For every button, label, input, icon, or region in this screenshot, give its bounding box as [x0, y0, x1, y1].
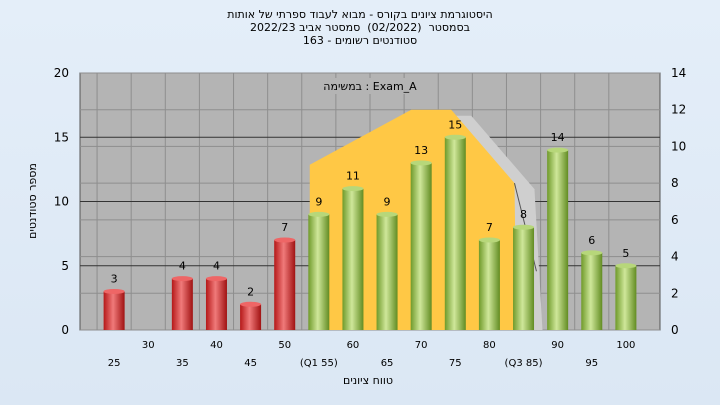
y-tick-left: 15 [54, 130, 69, 144]
x-tick-label: 65 [381, 358, 394, 369]
bar-cap [240, 301, 262, 307]
bar [410, 162, 432, 330]
x-tick-label: 35 [176, 358, 189, 369]
x-tick-label: 70 [415, 340, 428, 351]
bar-cap [615, 263, 637, 269]
bar-value-label: 7 [486, 221, 493, 234]
x-tick-label: 75 [449, 358, 462, 369]
x-tick-label: 40 [210, 340, 223, 351]
bar-cap [308, 211, 330, 217]
bar [478, 240, 500, 330]
bar-cap [103, 288, 125, 294]
bar-cap [205, 276, 227, 282]
y-axis-label: מספר סטודנטים [26, 163, 39, 239]
y-tick-right: 2 [671, 286, 679, 300]
y-tick-left: 10 [54, 195, 69, 209]
y-tick-right: 0 [671, 323, 679, 337]
x-tick-label: 80 [483, 340, 496, 351]
bar-value-label: 4 [179, 260, 186, 273]
bar-cap [444, 134, 466, 140]
y-tick-right: 4 [671, 250, 679, 264]
bar [205, 278, 227, 330]
bar-cap [410, 160, 432, 166]
y-tick-left: 20 [54, 66, 69, 80]
bar [308, 214, 330, 330]
bar [171, 278, 193, 330]
bar-value-label: 13 [414, 144, 428, 157]
bar-cap [581, 250, 603, 256]
bar-value-label: 6 [588, 234, 595, 247]
bar-value-label: 14 [551, 131, 565, 144]
bar-value-label: 2 [247, 285, 254, 298]
y-tick-left: 5 [61, 259, 69, 273]
bar [240, 304, 262, 330]
x-axis-label: טווח ציונים [343, 374, 393, 387]
title-line-2: בסמסטר (02/2022) סמסטר אביב 2022/23 [249, 21, 471, 34]
x-tick-label: 25 [108, 358, 121, 369]
bar [615, 265, 637, 330]
title-line-3: סטודנטים רשומים - 163 [302, 34, 418, 47]
bar-value-label: 5 [622, 247, 629, 260]
y-tick-right: 10 [671, 139, 686, 153]
bar-cap [342, 186, 364, 192]
x-tick-label: 30 [142, 340, 155, 351]
bar [103, 291, 125, 330]
bar-value-label: 15 [448, 118, 462, 131]
y-tick-right: 6 [671, 213, 679, 227]
bar [444, 137, 466, 330]
bar [581, 252, 603, 330]
chart-title: היסטוגרמת ציונים בקורס - מבוא לעבוד ספרת… [0, 8, 720, 47]
bar-cap [547, 147, 569, 153]
bar-value-label: 9 [315, 195, 322, 208]
bar [342, 188, 364, 330]
bar-value-label: 11 [346, 170, 360, 183]
bar-cap [171, 276, 193, 282]
annotation-background [318, 78, 422, 94]
x-tick-label: 90 [551, 340, 564, 351]
x-tick-label: 45 [244, 358, 257, 369]
value-labels-layer: 3 4 4 2 7 9 11 9 13 15 7 8 14 6 5 [111, 118, 630, 298]
y-tick-right: 12 [671, 103, 686, 117]
y-tick-right: 8 [671, 176, 679, 190]
bar-cap [274, 237, 296, 243]
bar-value-label: 9 [384, 195, 391, 208]
x-tick-label: (Q1 55) [300, 358, 338, 369]
bar [274, 240, 296, 330]
bar [376, 214, 398, 330]
x-tick-label: 50 [278, 340, 291, 351]
y-tick-right: 14 [671, 66, 686, 80]
bar-value-label: 4 [213, 260, 220, 273]
title-line-1: היסטוגרמת ציונים בקורס - מבוא לעבוד ספרת… [227, 8, 493, 21]
y-axis-right: 0 2 4 6 8 10 12 14 [671, 66, 686, 337]
bar-cap [478, 237, 500, 243]
bar-cap [376, 211, 398, 217]
y-axis-left: 0 5 10 15 20 [54, 66, 69, 337]
bar-value-label: 8 [520, 208, 527, 221]
x-axis-ticks: 25 30 35 40 45 50 (Q1 55) 60 65 70 75 80 (Q3 85) 90 95… [108, 340, 636, 369]
chart-annotation: במשימה : Exam_A [323, 80, 417, 93]
x-tick-label: (Q3 85) [505, 358, 543, 369]
x-tick-label: 95 [585, 358, 598, 369]
bar [547, 150, 569, 330]
bar-value-label: 7 [281, 221, 288, 234]
bar-cap [513, 224, 535, 230]
x-tick-label: 100 [616, 340, 635, 351]
bar [513, 227, 535, 330]
y-tick-left: 0 [61, 323, 69, 337]
x-tick-label: 60 [347, 340, 360, 351]
bar-value-label: 3 [111, 272, 118, 285]
bars-layer [103, 134, 637, 330]
